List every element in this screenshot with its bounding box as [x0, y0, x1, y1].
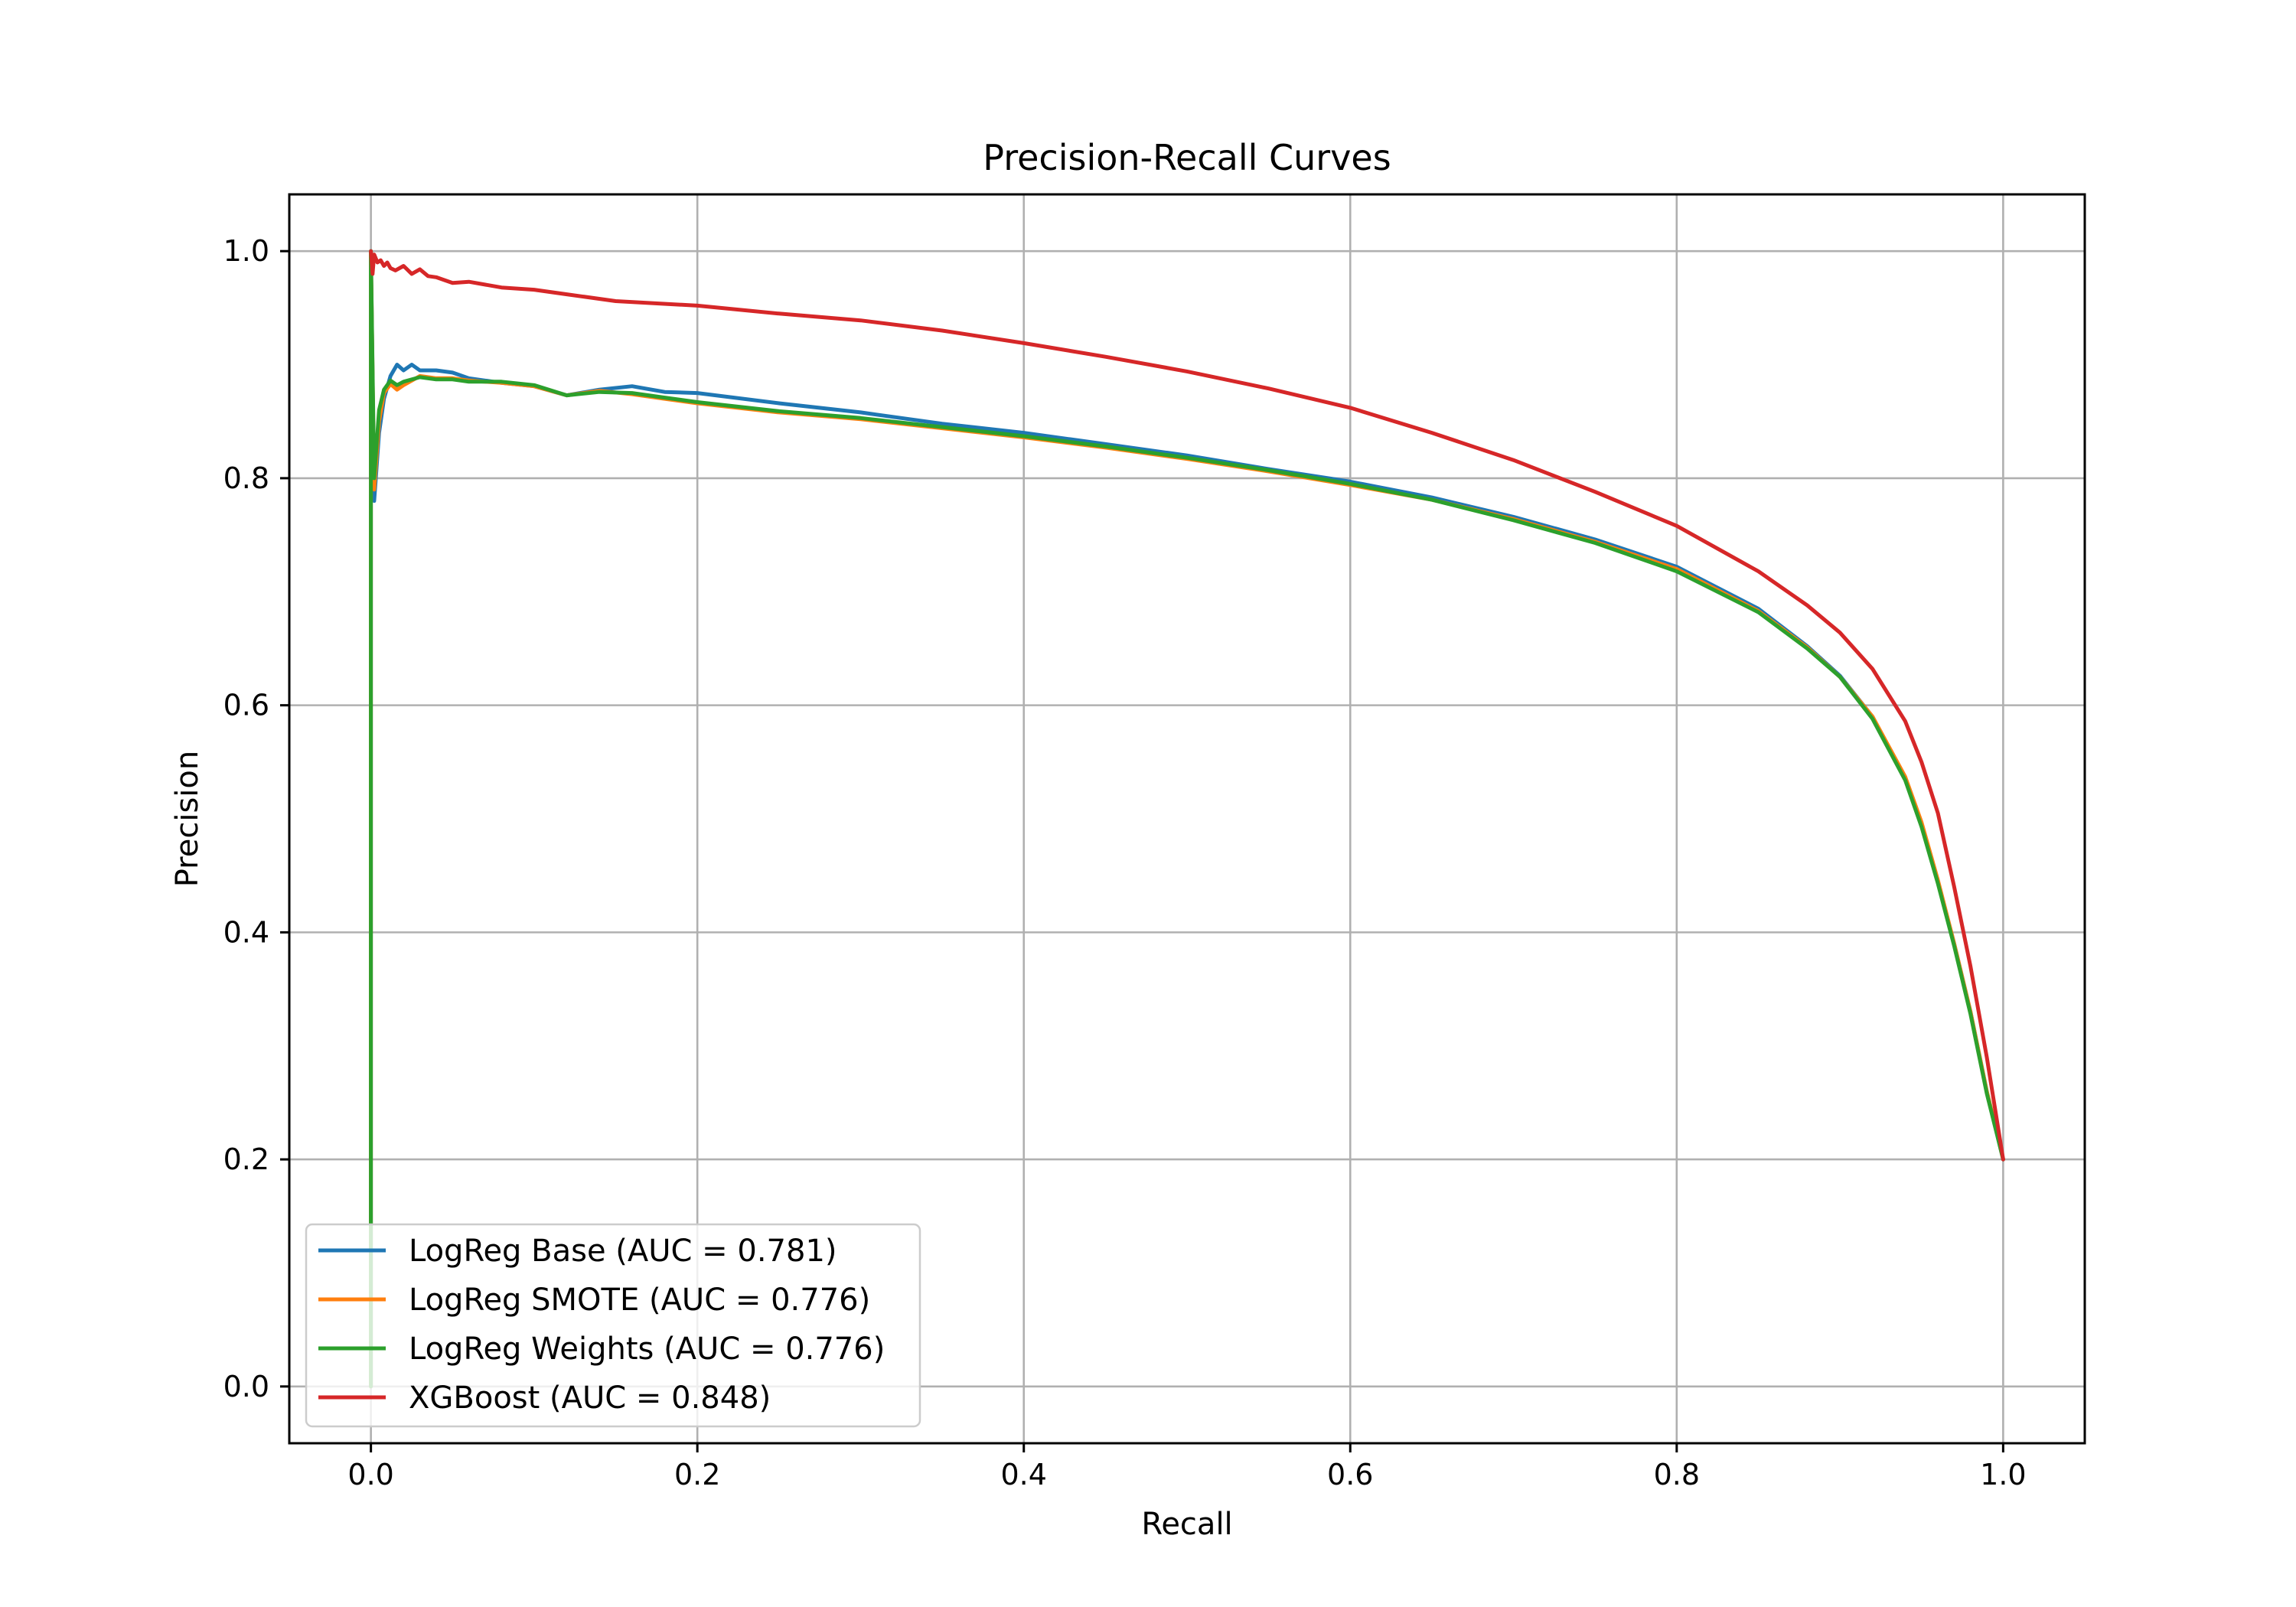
y-tick-label: 0.2 [223, 1143, 269, 1176]
legend-items: LogReg Base (AUC = 0.781) LogReg SMOTE (A… [318, 1234, 885, 1416]
x-tick-label: 0.0 [347, 1458, 393, 1491]
x-axis-label: Recall [1141, 1507, 1232, 1542]
plot-area-frame [288, 193, 2086, 1445]
plot-series [369, 249, 2005, 1389]
series-line-3 [369, 249, 2005, 1162]
grid-lines [289, 194, 2085, 1443]
x-tick-label: 0.6 [1327, 1458, 1373, 1491]
chart-title: Precision-Recall Curves [983, 137, 1391, 178]
legend-label-2: LogReg Weights (AUC = 0.776) [409, 1332, 885, 1367]
legend-label-1: LogReg SMOTE (AUC = 0.776) [409, 1283, 870, 1318]
y-tick-label: 0.4 [223, 915, 269, 949]
y-axis-label: Precision [170, 751, 205, 887]
x-tick-label: 1.0 [1980, 1458, 2026, 1491]
axis-ticks: 0.0 0.2 0.4 0.6 0.8 1.0 0.0 0.2 0.4 0.6 0.8 1.0 [223, 234, 2027, 1491]
legend-label-0: LogReg Base (AUC = 0.781) [409, 1234, 837, 1269]
y-tick-label: 0.0 [223, 1370, 269, 1403]
series-line-2 [369, 249, 2005, 1389]
x-tick-label: 0.4 [1001, 1458, 1047, 1491]
y-tick-label: 0.8 [223, 461, 269, 495]
legend-label-3: XGBoost (AUC = 0.848) [409, 1380, 771, 1416]
legend-box [305, 1223, 921, 1428]
legend: LogReg Base (AUC = 0.781) LogReg SMOTE (A… [305, 1223, 921, 1428]
y-tick-label: 0.6 [223, 689, 269, 722]
y-tick-label: 1.0 [223, 234, 269, 268]
x-tick-label: 0.2 [674, 1458, 720, 1491]
x-tick-label: 0.8 [1654, 1458, 1700, 1491]
